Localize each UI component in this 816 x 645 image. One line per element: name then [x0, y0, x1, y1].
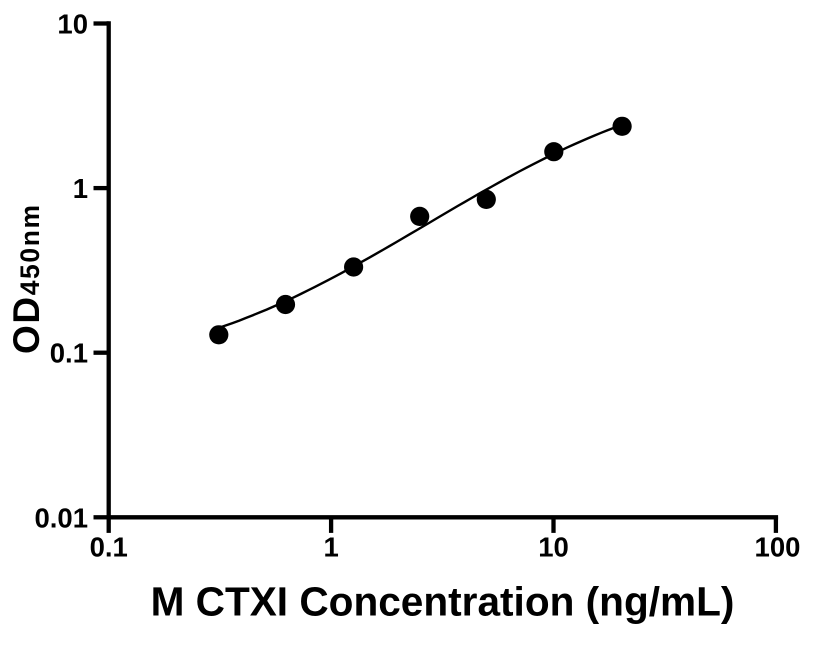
svg-text:M CTXI Concentration (ng/mL): M CTXI Concentration (ng/mL) [151, 579, 735, 625]
svg-text:0.1: 0.1 [90, 532, 128, 563]
svg-text:0.01: 0.01 [34, 502, 88, 533]
svg-text:100: 100 [755, 532, 801, 563]
svg-text:1: 1 [73, 173, 88, 204]
svg-text:10: 10 [57, 9, 88, 40]
svg-text:1: 1 [323, 532, 338, 563]
svg-text:10: 10 [538, 532, 569, 563]
svg-text:0.1: 0.1 [50, 338, 88, 369]
